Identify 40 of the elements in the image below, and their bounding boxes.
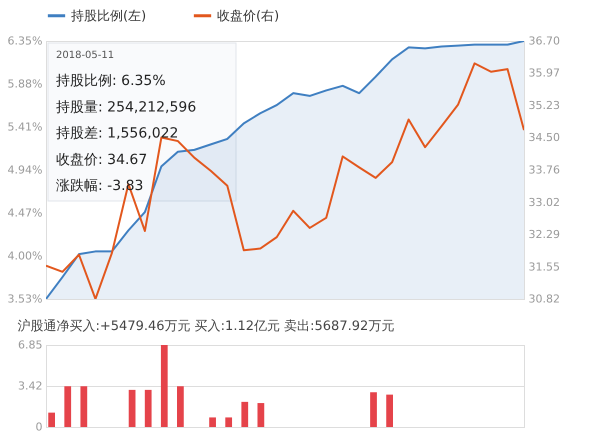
bar xyxy=(386,394,393,427)
y2-tick-label: 34.50 xyxy=(528,131,560,144)
bar xyxy=(64,386,72,427)
bar xyxy=(241,402,248,427)
y-tick-label: 5.41% xyxy=(8,120,42,134)
y-tick-label: 3.53% xyxy=(8,292,42,306)
legend-label: 收盘价(右) xyxy=(217,8,280,24)
y2-tick-label: 35.23 xyxy=(528,99,560,112)
legend-label: 持股比例(左) xyxy=(71,8,146,24)
chart-title: 沪股通净买入:+5479.46万元 买入:1.12亿元 卖出:5687.92万元 xyxy=(18,318,394,334)
y-tick-label: 6.85 xyxy=(18,338,42,352)
y2-tick-label: 33.76 xyxy=(528,164,560,176)
y2-tick-label: 31.55 xyxy=(528,260,560,274)
y-tick-label: 3.42 xyxy=(18,380,42,393)
y2-tick-label: 33.02 xyxy=(528,196,560,209)
annotation: 持股比例: 6.35% xyxy=(56,73,166,90)
bar xyxy=(144,390,152,427)
y-tick-label: 4.47% xyxy=(8,206,42,220)
annotation: 持股差: 1,556,022 xyxy=(56,126,178,142)
bar xyxy=(209,417,216,427)
y-tick-label: 4.94% xyxy=(8,164,42,176)
bar xyxy=(257,403,264,427)
y-tick-label: 4.00% xyxy=(8,250,42,262)
bar xyxy=(225,417,232,427)
bar xyxy=(370,392,377,427)
y2-tick-label: 35.97 xyxy=(528,66,560,80)
y2-tick-label: 30.82 xyxy=(528,292,560,306)
bar xyxy=(48,412,56,427)
bar xyxy=(177,386,184,427)
bar xyxy=(160,345,168,427)
annotation: 收盘价: 34.67 xyxy=(56,152,148,168)
y-tick-label: 6.35% xyxy=(8,34,42,48)
y-tick-label: 5.88% xyxy=(8,78,42,90)
annotation: 2018-05-11 xyxy=(56,50,114,61)
y-tick-label: 0 xyxy=(36,420,42,434)
annotation: 持股量: 254,212,596 xyxy=(56,99,196,116)
bar xyxy=(128,390,136,427)
bar xyxy=(80,386,88,427)
y2-tick-label: 36.70 xyxy=(528,34,560,48)
y2-tick-label: 32.29 xyxy=(528,228,560,241)
